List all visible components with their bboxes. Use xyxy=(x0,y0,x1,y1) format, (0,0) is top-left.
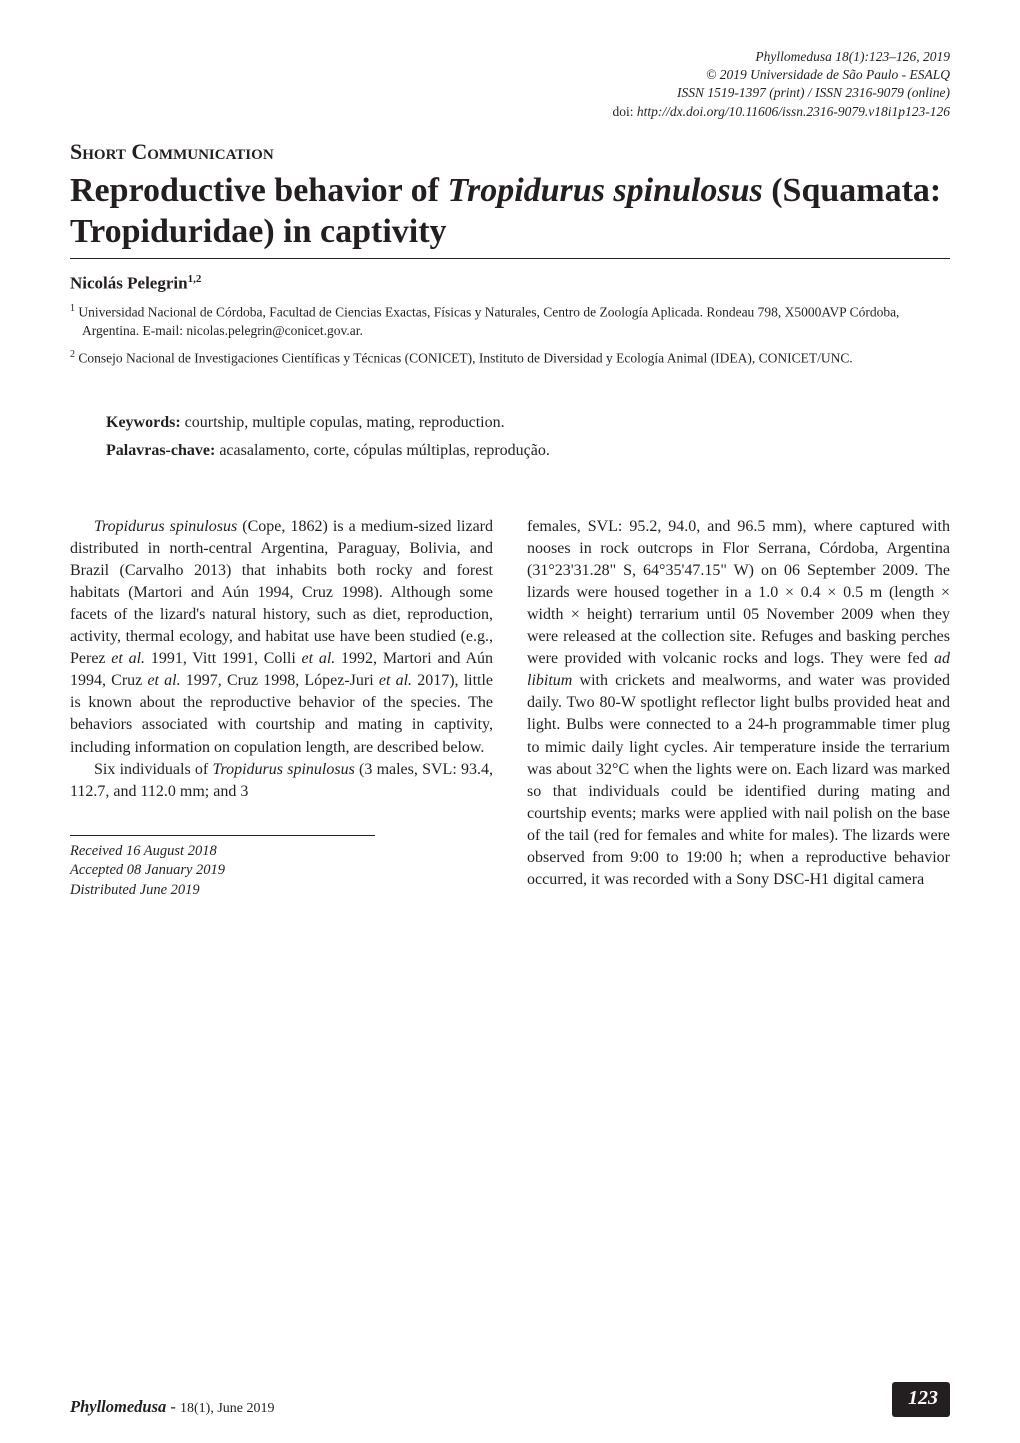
footer-issue: 18(1), June 2019 xyxy=(180,1401,275,1416)
affiliation-sup: 1 xyxy=(70,303,75,314)
paragraph: Tropidurus spinulosus (Cope, 1862) is a … xyxy=(70,516,493,759)
palavras-text: acasalamento, corte, cópulas múltiplas, … xyxy=(219,442,550,459)
article-title: Reproductive behavior of Tropidurus spin… xyxy=(70,171,950,253)
citation-line: Phyllomedusa 18(1):123–126, 2019 xyxy=(70,48,950,66)
body-text: 1997, Cruz 1998, López-Juri xyxy=(181,672,379,689)
author-line: Nicolás Pelegrin1,2 xyxy=(70,273,950,294)
palavras-chave: Palavras-chave: acasalamento, corte, cóp… xyxy=(106,442,950,460)
body-text: Six individuals of xyxy=(94,761,212,778)
page-number-badge: 123 xyxy=(892,1382,950,1417)
affiliation-2: 2 Consejo Nacional de Investigaciones Ci… xyxy=(70,348,950,368)
paragraph: females, SVL: 95.2, 94.0, and 96.5 mm), … xyxy=(527,516,950,891)
affiliation-sup: 2 xyxy=(70,349,75,360)
author-name: Nicolás Pelegrin xyxy=(70,274,188,293)
received-block: Received 16 August 2018 Accepted 08 Janu… xyxy=(70,835,375,901)
paragraph: Six individuals of Tropidurus spinulosus… xyxy=(70,759,493,803)
page-footer: Phyllomedusa - 18(1), June 2019 123 xyxy=(70,1382,950,1417)
title-species: Tropidurus spinulosus xyxy=(447,172,762,209)
affiliation-text: Consejo Nacional de Investigaciones Cien… xyxy=(78,351,852,366)
keywords-label: Keywords: xyxy=(106,414,185,431)
body-columns: Tropidurus spinulosus (Cope, 1862) is a … xyxy=(70,516,950,901)
et-al: et al. xyxy=(111,650,145,667)
body-text: 1991, Vitt 1991, Colli xyxy=(145,650,301,667)
publication-info: Phyllomedusa 18(1):123–126, 2019 © 2019 … xyxy=(70,48,950,121)
body-text: with crickets and mealworms, and water w… xyxy=(527,672,950,888)
accepted-line: Accepted 08 January 2019 xyxy=(70,861,375,881)
doi-line: doi: http://dx.doi.org/10.11606/issn.231… xyxy=(70,103,950,121)
footer-sep: - xyxy=(166,1397,180,1416)
body-text: females, SVL: 95.2, 94.0, and 96.5 mm), … xyxy=(527,518,950,667)
page: Phyllomedusa 18(1):123–126, 2019 © 2019 … xyxy=(0,0,1020,1443)
keywords-text: courtship, multiple copulas, mating, rep… xyxy=(185,414,505,431)
et-al: et al. xyxy=(302,650,336,667)
footer-citation: Phyllomedusa - 18(1), June 2019 xyxy=(70,1397,275,1417)
keywords: Keywords: courtship, multiple copulas, m… xyxy=(106,414,950,432)
title-rule xyxy=(70,258,950,259)
issn-line: ISSN 1519-1397 (print) / ISSN 2316-9079 … xyxy=(70,84,950,102)
palavras-label: Palavras-chave: xyxy=(106,442,219,459)
author-affil-sup: 1,2 xyxy=(188,273,202,285)
received-line: Received 16 August 2018 xyxy=(70,842,375,862)
body-text: (Cope, 1862) is a medium-sized lizard di… xyxy=(70,518,493,667)
affiliation-text: Universidad Nacional de Córdoba, Faculta… xyxy=(78,305,899,338)
distributed-line: Distributed June 2019 xyxy=(70,881,375,901)
doi-value: http://dx.doi.org/10.11606/issn.2316-907… xyxy=(637,104,950,119)
column-left: Tropidurus spinulosus (Cope, 1862) is a … xyxy=(70,516,493,901)
title-prefix: Reproductive behavior of xyxy=(70,172,447,209)
species-name: Tropidurus spinulosus xyxy=(212,761,354,778)
affiliation-1: 1 Universidad Nacional de Córdoba, Facul… xyxy=(70,302,950,340)
doi-label: doi: xyxy=(612,104,636,119)
et-al: et al. xyxy=(379,672,412,689)
copyright-line: © 2019 Universidade de São Paulo - ESALQ xyxy=(70,66,950,84)
species-name: Tropidurus spinulosus xyxy=(94,518,237,535)
column-right: females, SVL: 95.2, 94.0, and 96.5 mm), … xyxy=(527,516,950,901)
short-communication-heading: Short Communication xyxy=(70,139,950,165)
footer-journal: Phyllomedusa xyxy=(70,1397,166,1416)
et-al: et al. xyxy=(147,672,180,689)
